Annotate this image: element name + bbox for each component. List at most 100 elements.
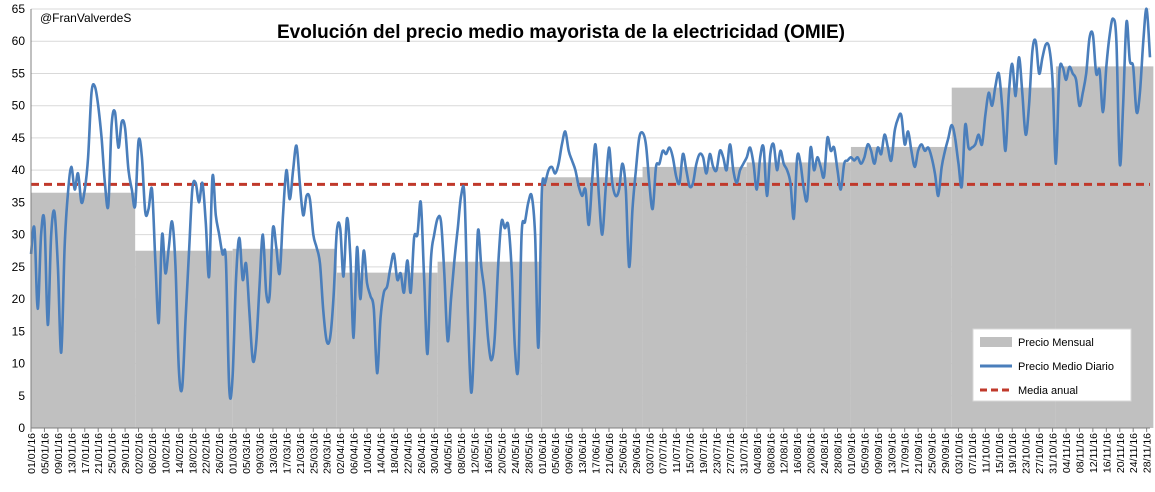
x-tick-label: 12/05/16 [470, 433, 482, 474]
legend-label-monthly: Precio Mensual [1018, 337, 1094, 349]
y-tick-label: 5 [18, 389, 25, 403]
x-tick-label: 08/08/16 [765, 433, 777, 474]
x-tick-label: 14/02/16 [174, 433, 186, 474]
x-tick-label: 10/02/16 [160, 433, 172, 474]
x-tick-label: 04/05/16 [443, 433, 455, 474]
x-tick-label: 29/01/16 [120, 433, 132, 474]
x-tick-label: 20/11/16 [1115, 433, 1127, 473]
x-tick-label: 27/10/16 [1034, 433, 1046, 474]
y-tick-label: 10 [12, 357, 26, 371]
x-tick-label: 27/07/16 [725, 433, 737, 474]
legend: Precio Mensual Precio Medio Diario Media… [972, 328, 1132, 402]
monthly-bar [850, 146, 952, 428]
chart-title: Evolución del precio medio mayorista de … [277, 22, 845, 43]
x-tick-label: 04/08/16 [752, 433, 764, 474]
monthly-bar [642, 166, 747, 428]
legend-label-daily: Precio Medio Diario [1018, 361, 1114, 373]
x-tick-label: 20/05/16 [497, 433, 509, 474]
x-tick-label: 03/07/16 [644, 433, 656, 474]
x-tick-label: 26/02/16 [214, 433, 226, 474]
y-tick-label: 45 [12, 131, 26, 145]
x-tick-label: 09/09/16 [873, 433, 885, 474]
y-tick-label: 15 [12, 324, 26, 338]
y-tick-label: 50 [12, 99, 26, 113]
x-tick-label: 19/07/16 [698, 433, 710, 474]
x-tick-label: 29/03/16 [322, 433, 334, 474]
x-tick-label: 02/02/16 [134, 433, 146, 474]
x-tick-label: 16/11/16 [1101, 433, 1113, 473]
x-tick-label: 22/02/16 [201, 433, 213, 474]
monthly-bar [746, 162, 851, 428]
x-tick-label: 18/02/16 [187, 433, 199, 474]
x-tick-label: 11/07/16 [671, 433, 683, 473]
x-tick-label: 01/09/16 [846, 433, 858, 474]
x-tick-label: 11/10/16 [980, 433, 992, 473]
monthly-bar [336, 272, 438, 428]
y-tick-label: 60 [12, 34, 26, 48]
daily-price-line [29, 7, 1152, 400]
x-tick-label: 15/07/16 [685, 433, 697, 474]
x-tick-label: 02/04/16 [335, 433, 347, 474]
x-tick-label: 21/01/16 [93, 433, 105, 474]
x-tick-label: 29/06/16 [631, 433, 643, 474]
y-tick-label: 25 [12, 260, 26, 274]
x-tick-label: 16/05/16 [483, 433, 495, 474]
x-tick-label: 09/01/16 [53, 433, 65, 474]
x-tick-label: 17/01/16 [80, 433, 92, 474]
x-tick-label: 03/10/16 [954, 433, 966, 474]
x-tick-label: 23/07/16 [712, 433, 724, 474]
x-tick-label: 07/10/16 [967, 433, 979, 474]
x-tick-label: 05/01/16 [39, 433, 51, 474]
credit-label: @FranValverdeS [40, 11, 131, 25]
x-tick-label: 05/03/16 [241, 433, 253, 474]
x-tick-label: 06/04/16 [349, 433, 361, 474]
x-tick-label: 14/04/16 [376, 433, 388, 474]
y-tick-label: 30 [12, 228, 26, 242]
x-tick-label: 21/06/16 [604, 433, 616, 474]
x-tick-label: 01/03/16 [228, 433, 240, 474]
x-axis-ticks: 01/01/16 05/01/16 09/01/16 13/01/16 17/01/16… [26, 428, 1154, 474]
x-tick-label: 05/09/16 [859, 433, 871, 474]
x-tick-label: 12/11/16 [1088, 433, 1100, 473]
x-tick-label: 20/08/16 [806, 433, 818, 474]
x-tick-label: 13/01/16 [66, 433, 78, 474]
x-tick-label: 09/03/16 [255, 433, 267, 474]
x-tick-label: 23/10/16 [1021, 433, 1033, 474]
x-tick-label: 28/05/16 [523, 433, 535, 474]
y-tick-label: 55 [12, 66, 26, 80]
x-tick-label: 13/06/16 [577, 433, 589, 474]
x-tick-label: 17/09/16 [900, 433, 912, 474]
x-tick-label: 19/10/16 [1007, 433, 1019, 474]
x-tick-label: 17/03/16 [281, 433, 293, 474]
x-tick-label: 22/04/16 [402, 433, 414, 474]
x-tick-label: 10/04/16 [362, 433, 374, 474]
y-tick-label: 0 [18, 421, 25, 435]
y-tick-label: 20 [12, 292, 26, 306]
x-tick-label: 13/03/16 [268, 433, 280, 474]
x-tick-label: 15/10/16 [994, 433, 1006, 474]
x-tick-label: 07/07/16 [658, 433, 670, 474]
daily-series-line [29, 7, 1152, 400]
x-tick-label: 01/01/16 [26, 433, 38, 474]
x-tick-label: 05/06/16 [550, 433, 562, 474]
x-tick-label: 30/04/16 [429, 433, 441, 474]
x-tick-label: 28/11/16 [1142, 433, 1154, 473]
x-tick-label: 21/03/16 [295, 433, 307, 474]
x-tick-label: 09/06/16 [564, 433, 576, 474]
x-tick-label: 06/02/16 [147, 433, 159, 474]
legend-label-annual: Media anual [1018, 385, 1078, 397]
x-tick-label: 29/09/16 [940, 433, 952, 474]
x-tick-label: 25/01/16 [107, 433, 119, 474]
x-tick-label: 25/03/16 [308, 433, 320, 474]
x-tick-label: 25/09/16 [927, 433, 939, 474]
x-tick-label: 04/11/16 [1061, 433, 1073, 473]
x-tick-label: 28/08/16 [833, 433, 845, 474]
x-tick-label: 31/10/16 [1048, 433, 1060, 474]
y-tick-label: 35 [12, 195, 26, 209]
y-tick-label: 65 [12, 2, 26, 16]
x-tick-label: 18/04/16 [389, 433, 401, 474]
x-tick-label: 01/06/16 [537, 433, 549, 474]
x-tick-label: 21/09/16 [913, 433, 925, 474]
y-axis-ticks: 0 5 10 15 20 25 30 35 40 45 50 55 60 65 [12, 2, 26, 435]
